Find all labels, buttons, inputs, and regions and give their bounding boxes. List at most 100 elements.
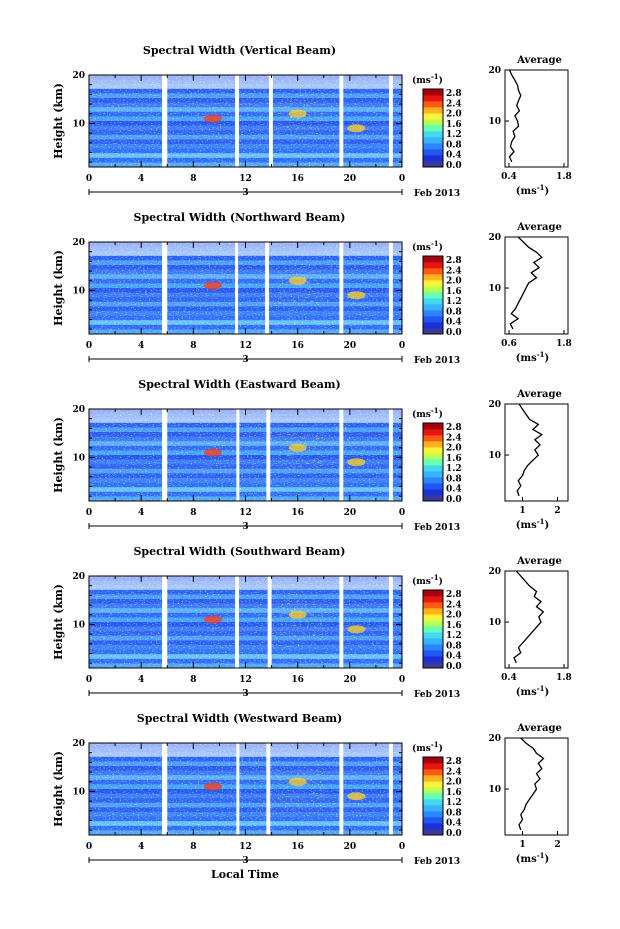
colorbar-swatch (423, 757, 443, 764)
colorbar-tick-label: 2.4 (446, 433, 462, 443)
average-profile-line (518, 737, 545, 831)
x-tick-label: 8 (190, 508, 196, 518)
high-width-patch (203, 281, 222, 290)
y-tick-label: 10 (72, 620, 85, 630)
colorbar-tick-label: 0.8 (446, 140, 462, 150)
average-x-tick-label: 1.8 (556, 673, 572, 683)
x-tick-label: 4 (138, 341, 144, 351)
average-x-label-exponent: -1 (537, 183, 545, 192)
day-label: 3 (242, 355, 248, 365)
chart-title: Spectral Width (Northward Beam) (134, 211, 346, 224)
colorbar-swatch (423, 602, 443, 609)
colorbar-swatch (423, 310, 443, 317)
colorbar-swatch (423, 429, 443, 436)
average-y-tick-label: 10 (488, 451, 501, 461)
colorbar-swatch (423, 489, 443, 496)
data-gap (162, 242, 168, 334)
data-gap (235, 75, 239, 167)
colorbar-tick-label: 0.4 (446, 151, 462, 161)
colorbar: (ms-1) 0.00.40.81.21.62.02.42.8 (412, 740, 462, 839)
colorbar-unit: (ms-1) (412, 406, 443, 420)
turbulence-region (278, 433, 324, 472)
day-label: 3 (242, 856, 248, 866)
colorbar-swatch (423, 143, 443, 150)
colorbar-tick-label: 1.2 (446, 798, 462, 808)
x-tick-label: 4 (138, 508, 144, 518)
colorbar-tick-label: 0.0 (446, 328, 462, 338)
colorbar-swatch (423, 465, 443, 472)
colorbar-tick-label: 2.4 (446, 99, 462, 109)
average-profile: Average 10 20 0.4 1.8 (ms-1) (488, 556, 571, 698)
average-x-label: (ms-1) (516, 517, 549, 531)
high-width-patch (347, 792, 366, 801)
colorbar-swatch (423, 137, 443, 144)
y-tick-label: 20 (72, 739, 85, 749)
chart-title: Spectral Width (Westward Beam) (137, 712, 342, 725)
x-tick-label: 8 (190, 675, 196, 685)
turbulence-region (278, 600, 324, 639)
x-tick-label: 0 (86, 508, 92, 518)
y-tick-label: 20 (72, 71, 85, 81)
colorbar-tick-label: 2.0 (446, 611, 462, 621)
y-tick-label: 10 (72, 453, 85, 463)
average-x-tick-label: 2 (554, 840, 560, 850)
data-gap (162, 75, 168, 167)
colorbar-tick-label: 2.0 (446, 277, 462, 287)
colorbar-swatch (423, 101, 443, 108)
colorbar-swatch (423, 614, 443, 621)
average-frame (504, 737, 569, 836)
speckle-overlay (89, 75, 402, 167)
speckle-overlay (89, 242, 402, 334)
x-tick-label: 0 (86, 675, 92, 685)
heatmap-field (89, 576, 402, 668)
x-tick-label: 12 (239, 842, 252, 852)
colorbar-swatch (423, 632, 443, 639)
y-tick-label: 10 (72, 286, 85, 296)
colorbar-swatch (423, 763, 443, 770)
average-profile: Average 10 20 1 2 (ms-1) (488, 389, 569, 531)
average-x-tick-label: 1 (519, 506, 525, 516)
colorbar-unit-exponent: -1 (431, 239, 439, 248)
x-tick-label: 0 (399, 174, 405, 184)
x-tick-label: 0 (399, 675, 405, 685)
colorbar-unit: (ms-1) (412, 740, 443, 754)
x-tick-label: 0 (86, 341, 92, 351)
day-label: 3 (242, 522, 248, 532)
average-y-tick-label: 20 (488, 734, 501, 744)
colorbar-tick-label: 1.2 (446, 130, 462, 140)
y-tick-label: 20 (72, 238, 85, 248)
heatmap-field (89, 75, 402, 167)
colorbar-swatch (423, 477, 443, 484)
heatmap-field (89, 409, 402, 501)
average-y-tick-label: 20 (488, 567, 501, 577)
colorbar-swatch (423, 650, 443, 657)
colorbar-tick-label: 0.8 (446, 474, 462, 484)
data-gap (388, 75, 393, 167)
colorbar-tick-label: 1.2 (446, 631, 462, 641)
y-tick-label: 10 (72, 787, 85, 797)
panel-3: Spectral Width (Eastward Beam)1020Height… (52, 378, 569, 533)
panel-4: Spectral Width (Southward Beam) 10 20 Heigh… (52, 545, 572, 700)
x-tick-label: 4 (138, 842, 144, 852)
average-y-tick-label: 10 (488, 785, 501, 795)
colorbar-swatch (423, 322, 443, 329)
x-tick-label: 16 (291, 341, 304, 351)
average-x-label-exponent: -1 (537, 517, 545, 526)
chart-title: Spectral Width (Eastward Beam) (138, 378, 340, 391)
data-gap (339, 409, 344, 501)
data-gap (339, 743, 344, 835)
x-tick-label: 8 (190, 341, 196, 351)
average-title: Average (516, 222, 562, 233)
y-tick-label: 10 (72, 119, 85, 129)
colorbar-swatch (423, 328, 443, 335)
average-x-tick-label: 0.4 (501, 673, 517, 683)
colorbar-tick-label: 0.8 (446, 307, 462, 317)
colorbar-swatch (423, 459, 443, 466)
colorbar-frame (422, 422, 444, 502)
colorbar-tick-label: 1.2 (446, 297, 462, 307)
colorbar-tick-label: 2.0 (446, 778, 462, 788)
colorbar-unit: (ms-1) (412, 72, 443, 86)
average-x-label: (ms-1) (516, 183, 549, 197)
